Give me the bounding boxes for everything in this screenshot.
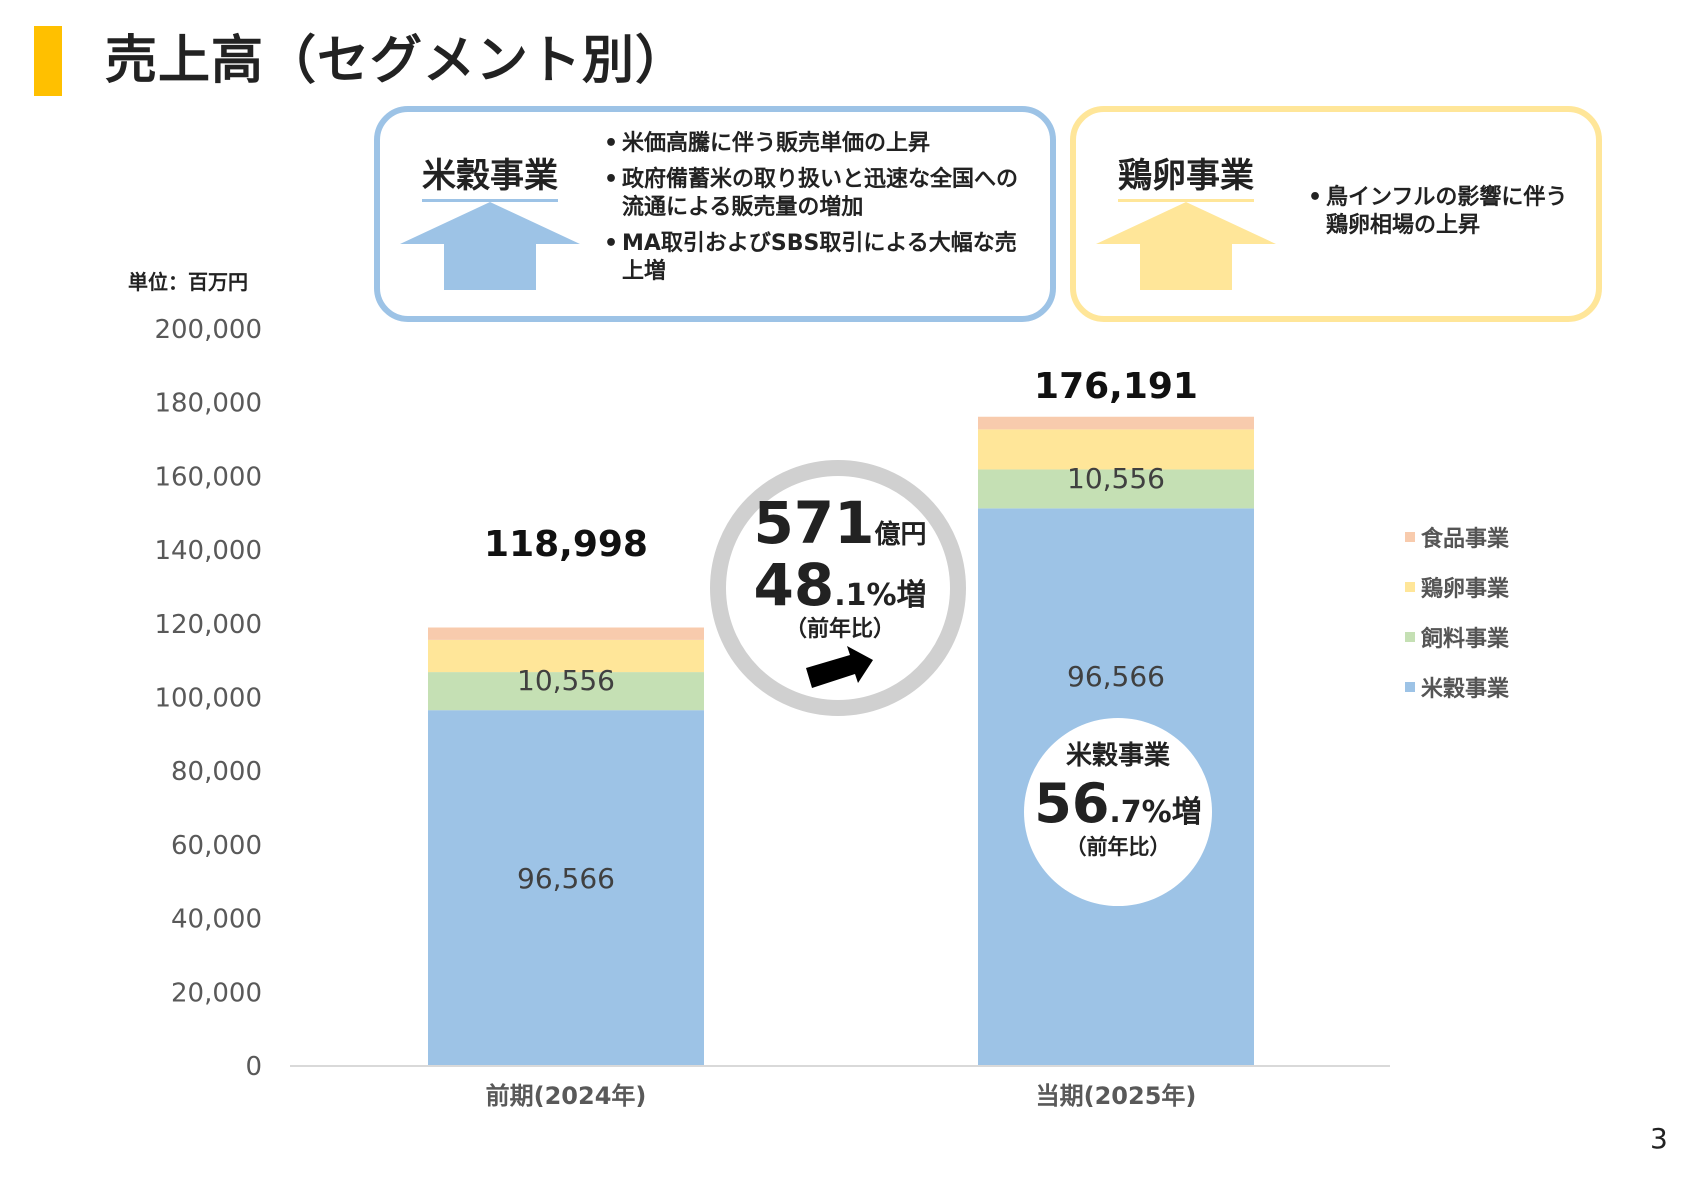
bar-segment <box>978 416 1254 430</box>
data-label: 10,556 <box>1067 462 1165 495</box>
y-tick-label: 80,000 <box>171 757 262 787</box>
rice-yoy-label: 米穀事業 <box>1065 741 1170 771</box>
title-accent-bar <box>34 26 62 96</box>
egg-box-title: 鶏卵事業 <box>1118 148 1254 202</box>
rice-yoy-pct-unit: .7%増 <box>1109 795 1202 830</box>
y-tick-label: 120,000 <box>154 610 262 640</box>
bar-segment <box>428 672 704 711</box>
legend-label-food: 食品事業 <box>1421 527 1510 552</box>
yoy-pct-unit: .1%増 <box>834 578 927 613</box>
y-tick-label: 200,000 <box>154 315 262 345</box>
bar-segment <box>978 469 1254 509</box>
legend-item-food: 食品事業 <box>1405 512 1509 562</box>
yoy-total-text: 571億円 48.1%増 （前年比） <box>740 492 940 644</box>
egg-bullet-1: 鳥インフルの影響に伴う鶏卵相場の上昇 <box>1308 184 1588 240</box>
unit-label: 単位：百万円 <box>128 270 248 294</box>
legend-label-egg: 鶏卵事業 <box>1421 577 1510 602</box>
legend-label-feed: 飼料事業 <box>1421 627 1510 652</box>
yoy-pct: 48 <box>753 551 835 619</box>
bar-segment <box>428 639 704 673</box>
legend-swatch-rice <box>1405 682 1415 692</box>
rice-segment-box: 米穀事業 米価高騰に伴う販売単価の上昇 政府備蓄米の取り扱いと迅速な全国への流通… <box>374 106 1056 322</box>
x-tick-label: 当期(2025年) <box>1036 1082 1197 1110</box>
yoy-amount: 571 <box>753 489 875 557</box>
bar-segment <box>428 710 704 1066</box>
data-label: 96,566 <box>517 862 615 895</box>
total-label: 176,191 <box>1034 366 1198 407</box>
y-tick-label: 180,000 <box>154 389 262 419</box>
rice-up-arrow-icon <box>400 202 580 290</box>
legend-swatch-food <box>1405 532 1415 542</box>
total-label: 118,998 <box>484 524 648 565</box>
rice-box-title: 米穀事業 <box>422 148 558 202</box>
rice-yoy-pct: 56 <box>1034 772 1110 835</box>
legend-label-rice: 米穀事業 <box>1421 677 1510 702</box>
yoy-note: （前年比） <box>784 617 895 642</box>
legend-swatch-feed <box>1405 632 1415 642</box>
legend-item-feed: 飼料事業 <box>1405 612 1509 662</box>
rice-bullet-list: 米価高騰に伴う販売単価の上昇 政府備蓄米の取り扱いと迅速な全国への流通による販売… <box>604 130 1034 294</box>
legend-item-egg: 鶏卵事業 <box>1405 562 1509 612</box>
data-label: 10,556 <box>517 664 615 697</box>
x-tick-label: 前期(2024年) <box>486 1082 647 1110</box>
rice-yoy-text: 米穀事業 56.7%増 （前年比） <box>1030 738 1206 860</box>
y-tick-label: 20,000 <box>171 978 262 1008</box>
bar-segment <box>978 429 1254 470</box>
rice-bullet-1: 米価高騰に伴う販売単価の上昇 <box>604 130 1034 158</box>
data-label: 96,566 <box>1067 660 1165 693</box>
page-number: 3 <box>1650 1122 1668 1155</box>
chart-decor <box>710 460 1212 906</box>
rice-yoy-note: （前年比） <box>1065 835 1171 859</box>
yoy-total-ring <box>710 460 966 716</box>
rice-yoy-circle <box>1024 718 1212 906</box>
egg-up-arrow-icon <box>1096 202 1276 290</box>
rice-bullet-2: 政府備蓄米の取り扱いと迅速な全国への流通による販売量の増加 <box>604 166 1034 222</box>
yoy-amount-unit: 億円 <box>874 520 927 550</box>
y-tick-label: 60,000 <box>171 831 262 861</box>
y-tick-label: 100,000 <box>154 684 262 714</box>
y-tick-label: 40,000 <box>171 905 262 935</box>
y-axis: 0 20,000 40,000 60,000 80,000 100,000 120,000 1… <box>154 315 262 1082</box>
yoy-trend-arrow-icon <box>806 646 873 688</box>
page-title: 売上高（セグメント別） <box>105 31 689 91</box>
egg-segment-box: 鶏卵事業 鳥インフルの影響に伴う鶏卵相場の上昇 <box>1070 106 1602 322</box>
y-tick-label: 140,000 <box>154 536 262 566</box>
legend-swatch-egg <box>1405 582 1415 592</box>
y-tick-label: 160,000 <box>154 462 262 492</box>
x-axis: 前期(2024年) 当期(2025年) <box>290 1065 1390 1110</box>
rice-bullet-3: MA取引およびSBS取引による大幅な売上増 <box>604 230 1034 286</box>
legend-item-rice: 米穀事業 <box>1405 662 1509 712</box>
y-tick-label: 0 <box>245 1052 262 1082</box>
egg-bullet-list: 鳥インフルの影響に伴う鶏卵相場の上昇 <box>1308 184 1588 248</box>
chart-legend: 食品事業 鶏卵事業 飼料事業 米穀事業 <box>1405 512 1509 712</box>
bar-segment <box>428 627 704 640</box>
